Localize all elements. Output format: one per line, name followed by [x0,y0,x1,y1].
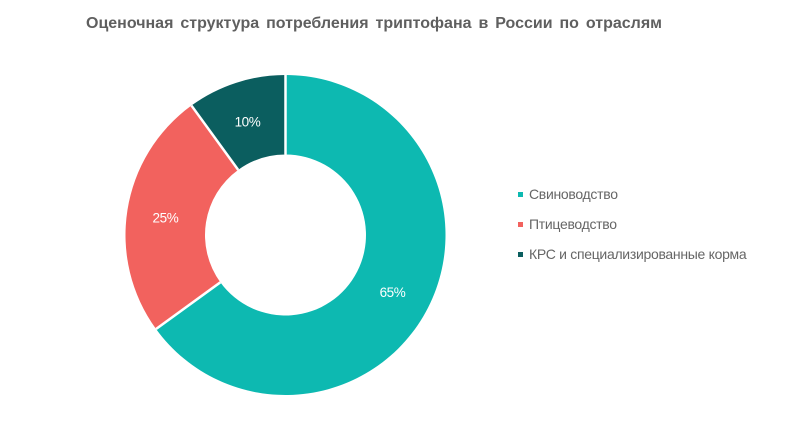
svg-text:65%: 65% [380,285,406,300]
svg-text:10%: 10% [235,114,261,129]
svg-text:25%: 25% [152,210,178,225]
